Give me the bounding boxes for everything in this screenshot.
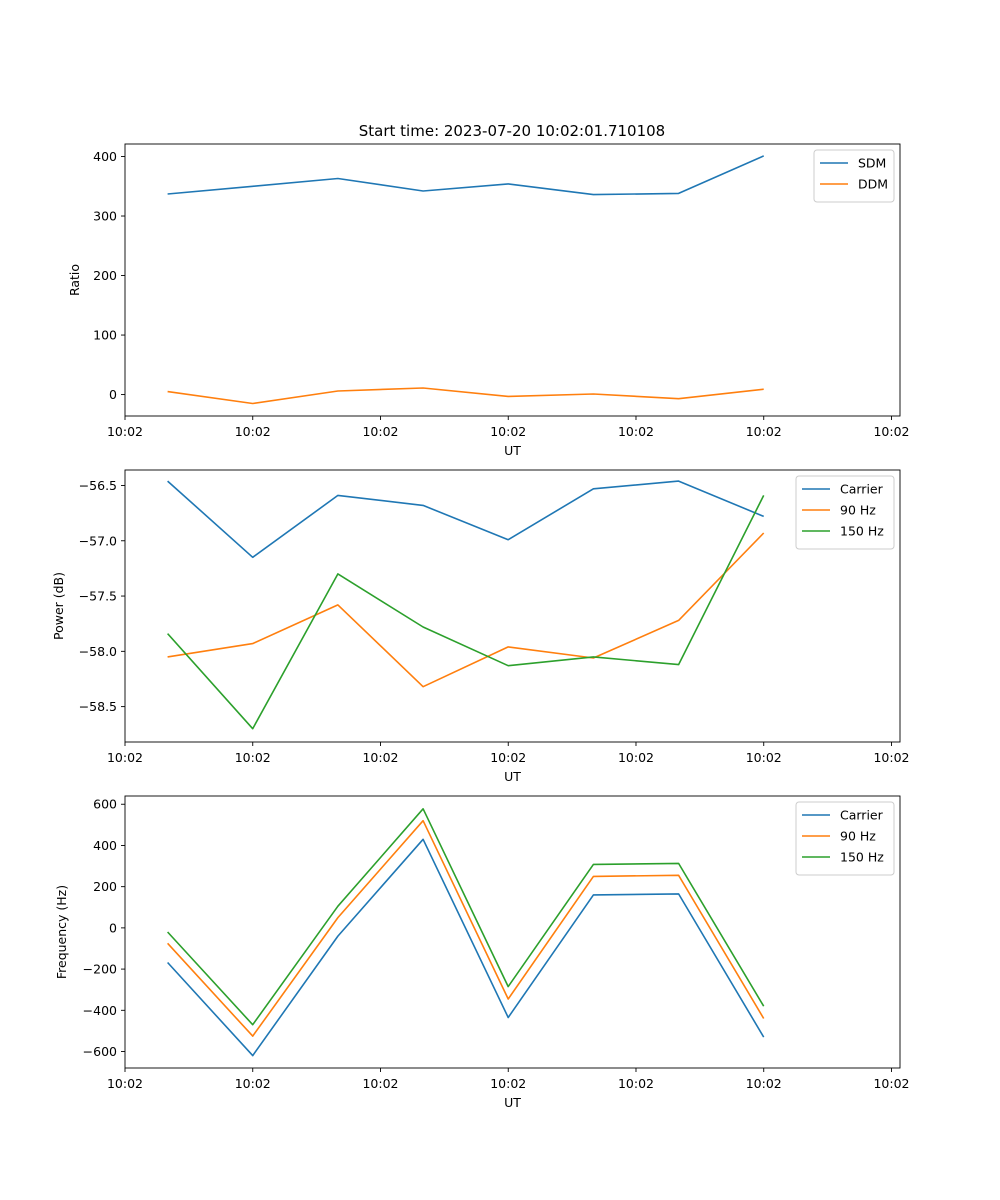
legend: SDM DDM — [813, 149, 895, 203]
y-axis-label: Power (dB) — [51, 572, 66, 640]
x-tick-label: 10:02 — [107, 424, 143, 439]
x-tick-label: 10:02 — [746, 1076, 782, 1091]
x-tick-label: 10:02 — [107, 750, 143, 765]
y-tick-label: −56.5 — [79, 478, 117, 493]
y-tick-label: 600 — [93, 797, 117, 812]
y-axis-label: Frequency (Hz) — [54, 885, 69, 979]
legend-label-series-b: 90 Hz — [840, 829, 876, 844]
y-tick-label: −600 — [83, 1044, 117, 1059]
chart-panel-2: −58.5 −58.0 −57.5 −57.0 −56.5 10:02 10:02 10:02… — [51, 469, 909, 784]
line-series-c — [167, 807, 765, 1026]
x-tick-label: 10:02 — [235, 1076, 271, 1091]
line-series-b — [167, 819, 765, 1037]
x-tick-label: 10:02 — [490, 424, 526, 439]
y-tick-label: 100 — [93, 328, 117, 343]
x-tick-label: 10:02 — [746, 750, 782, 765]
x-tick-label: 10:02 — [618, 424, 654, 439]
x-axis-label: UT — [504, 443, 521, 458]
axes-frame — [124, 469, 901, 743]
x-tick-label: 10:02 — [490, 1076, 526, 1091]
x-tick-label: 10:02 — [490, 750, 526, 765]
line-series-a — [167, 155, 765, 196]
x-tick-label: 10:02 — [362, 424, 398, 439]
line-series-a — [167, 480, 765, 559]
line-series-b — [167, 387, 764, 405]
x-tick-label: 10:02 — [235, 750, 271, 765]
y-tick-label: 400 — [93, 838, 117, 853]
x-tick-label: 10:02 — [873, 1076, 909, 1091]
line-series-b — [167, 532, 765, 688]
chart-panel-3: −600 −400 −200 0 200 400 600 10:02 10:02 10:02 10:… — [54, 795, 909, 1110]
y-tick-label: 300 — [93, 209, 117, 224]
y-tick-label: −58.5 — [79, 699, 117, 714]
legend-label-series-b: DDM — [858, 177, 888, 192]
y-tick-label: −400 — [83, 1003, 117, 1018]
legend-label-series-a: SDM — [858, 156, 886, 171]
x-tick-label: 10:02 — [618, 750, 654, 765]
x-tick-label: 10:02 — [362, 750, 398, 765]
y-tick-label: 0 — [109, 920, 117, 935]
chart-panel-1: 0 100 200 300 400 10:02 10:02 10:02 10:02 10:02 10… — [67, 143, 909, 458]
legend-label-series-b: 90 Hz — [840, 503, 876, 518]
legend-label-series-c: 150 Hz — [840, 850, 884, 865]
x-tick-label: 10:02 — [235, 424, 271, 439]
y-tick-label: −200 — [83, 962, 117, 977]
x-tick-label: 10:02 — [618, 1076, 654, 1091]
line-series-a — [167, 838, 765, 1057]
x-tick-label: 10:02 — [107, 1076, 143, 1091]
x-tick-label: 10:02 — [746, 424, 782, 439]
x-tick-label: 10:02 — [873, 424, 909, 439]
y-tick-label: 200 — [93, 268, 117, 283]
x-axis-label: UT — [504, 1095, 521, 1110]
y-tick-label: −58.0 — [79, 644, 117, 659]
legend-label-series-a: Carrier — [840, 808, 884, 823]
y-tick-label: 0 — [109, 387, 117, 402]
y-tick-label: 200 — [93, 879, 117, 894]
legend-label-series-c: 150 Hz — [840, 524, 884, 539]
axes-frame — [124, 143, 901, 417]
line-series-c — [167, 495, 765, 730]
legend-label-series-a: Carrier — [840, 482, 884, 497]
x-tick-label: 10:02 — [362, 1076, 398, 1091]
figure-title: Start time: 2023-07-20 10:02:01.710108 — [359, 122, 665, 140]
y-axis-label: Ratio — [67, 264, 82, 296]
y-tick-label: −57.0 — [79, 533, 117, 548]
legend: Carrier 90 Hz 150 Hz — [795, 801, 895, 876]
x-tick-label: 10:02 — [873, 750, 909, 765]
axes-frame — [124, 795, 901, 1069]
y-tick-label: −57.5 — [79, 589, 117, 604]
y-tick-label: 400 — [93, 149, 117, 164]
legend: Carrier 90 Hz 150 Hz — [795, 475, 895, 550]
x-axis-label: UT — [504, 769, 521, 784]
